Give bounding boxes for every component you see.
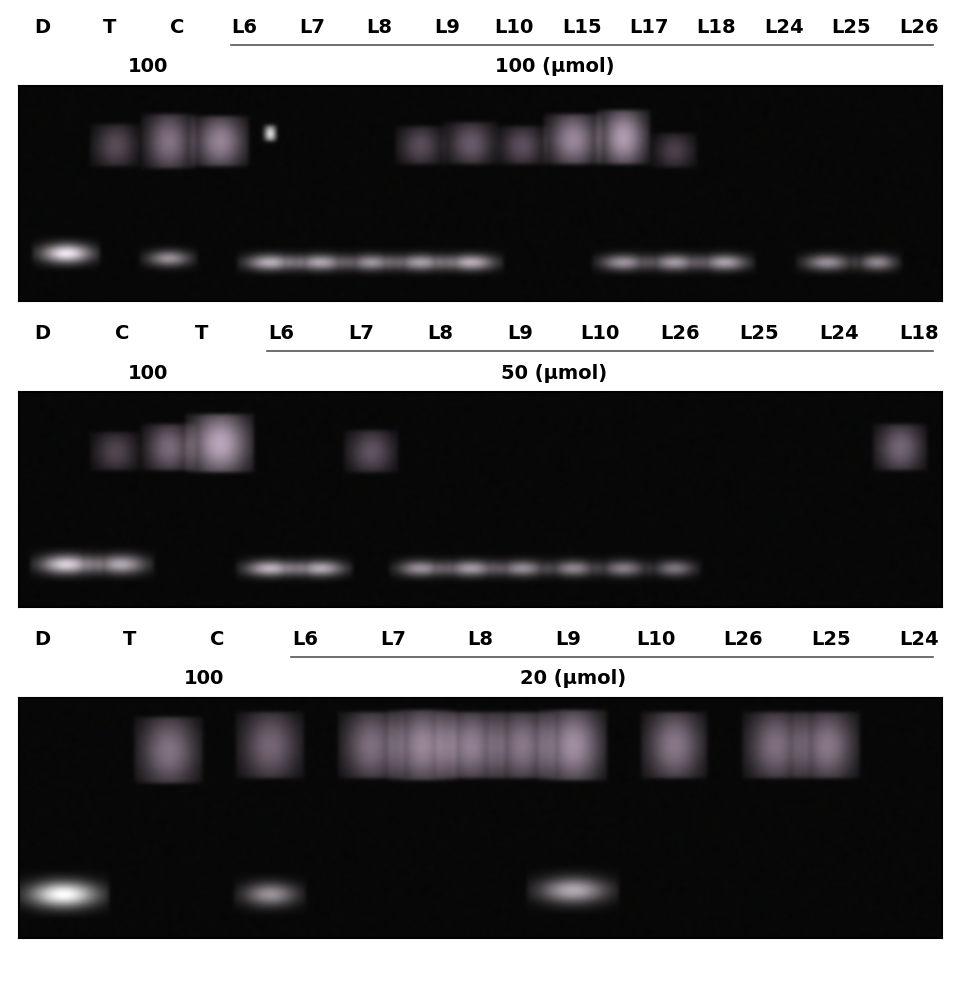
Text: L25: L25 xyxy=(831,18,871,37)
Text: 50 (μmol): 50 (μmol) xyxy=(502,364,607,383)
Text: L8: L8 xyxy=(366,18,392,37)
Text: L18: L18 xyxy=(899,324,939,343)
Text: L6: L6 xyxy=(292,630,318,649)
Text: L26: L26 xyxy=(724,630,763,649)
Text: L15: L15 xyxy=(562,18,602,37)
Text: L24: L24 xyxy=(764,18,803,37)
Text: 20 (μmol): 20 (μmol) xyxy=(520,670,626,688)
Text: L10: L10 xyxy=(580,324,620,343)
Text: D: D xyxy=(35,18,50,37)
Text: D: D xyxy=(35,630,50,649)
Text: L7: L7 xyxy=(299,18,325,37)
Text: D: D xyxy=(35,324,50,343)
Text: C: C xyxy=(170,18,185,37)
Text: L9: L9 xyxy=(433,18,459,37)
Text: 100: 100 xyxy=(128,364,168,383)
Text: 100 (μmol): 100 (μmol) xyxy=(495,57,614,77)
Text: L25: L25 xyxy=(740,324,779,343)
Text: L6: L6 xyxy=(268,324,294,343)
Text: C: C xyxy=(114,324,129,343)
Text: L8: L8 xyxy=(428,324,454,343)
Text: C: C xyxy=(210,630,225,649)
Text: L9: L9 xyxy=(555,630,581,649)
Text: L10: L10 xyxy=(495,18,534,37)
Text: L17: L17 xyxy=(629,18,669,37)
Text: 100: 100 xyxy=(128,57,168,77)
Text: L24: L24 xyxy=(899,630,939,649)
Text: L26: L26 xyxy=(899,18,939,37)
Text: L24: L24 xyxy=(819,324,859,343)
Text: L9: L9 xyxy=(507,324,533,343)
Text: L18: L18 xyxy=(697,18,736,37)
Text: 100: 100 xyxy=(184,670,224,688)
Text: L6: L6 xyxy=(232,18,258,37)
Text: L25: L25 xyxy=(811,630,850,649)
Text: T: T xyxy=(195,324,209,343)
Text: L10: L10 xyxy=(636,630,676,649)
Text: L8: L8 xyxy=(467,630,494,649)
Text: T: T xyxy=(123,630,136,649)
Text: L7: L7 xyxy=(348,324,374,343)
Text: L7: L7 xyxy=(380,630,406,649)
Text: T: T xyxy=(103,18,116,37)
Text: L26: L26 xyxy=(660,324,700,343)
